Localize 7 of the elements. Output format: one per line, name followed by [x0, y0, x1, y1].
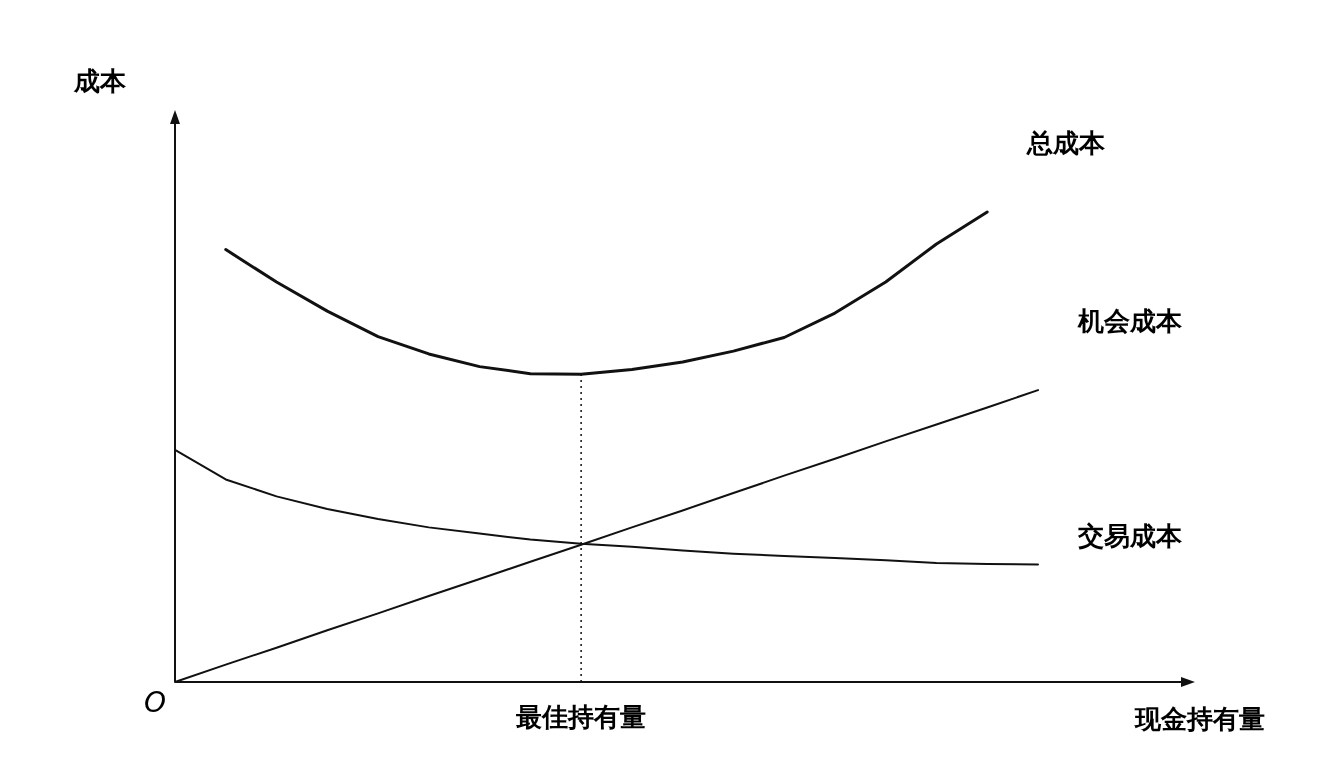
text: O	[143, 686, 167, 719]
x-axis-title: 现金持有量	[1134, 704, 1265, 734]
y-axis-title: 成本	[73, 66, 127, 96]
text: 总成本	[1026, 128, 1107, 158]
text: 机会成本	[1077, 306, 1183, 337]
text: 最佳持有量	[516, 702, 647, 732]
series-label: 交易成本	[1077, 520, 1183, 551]
